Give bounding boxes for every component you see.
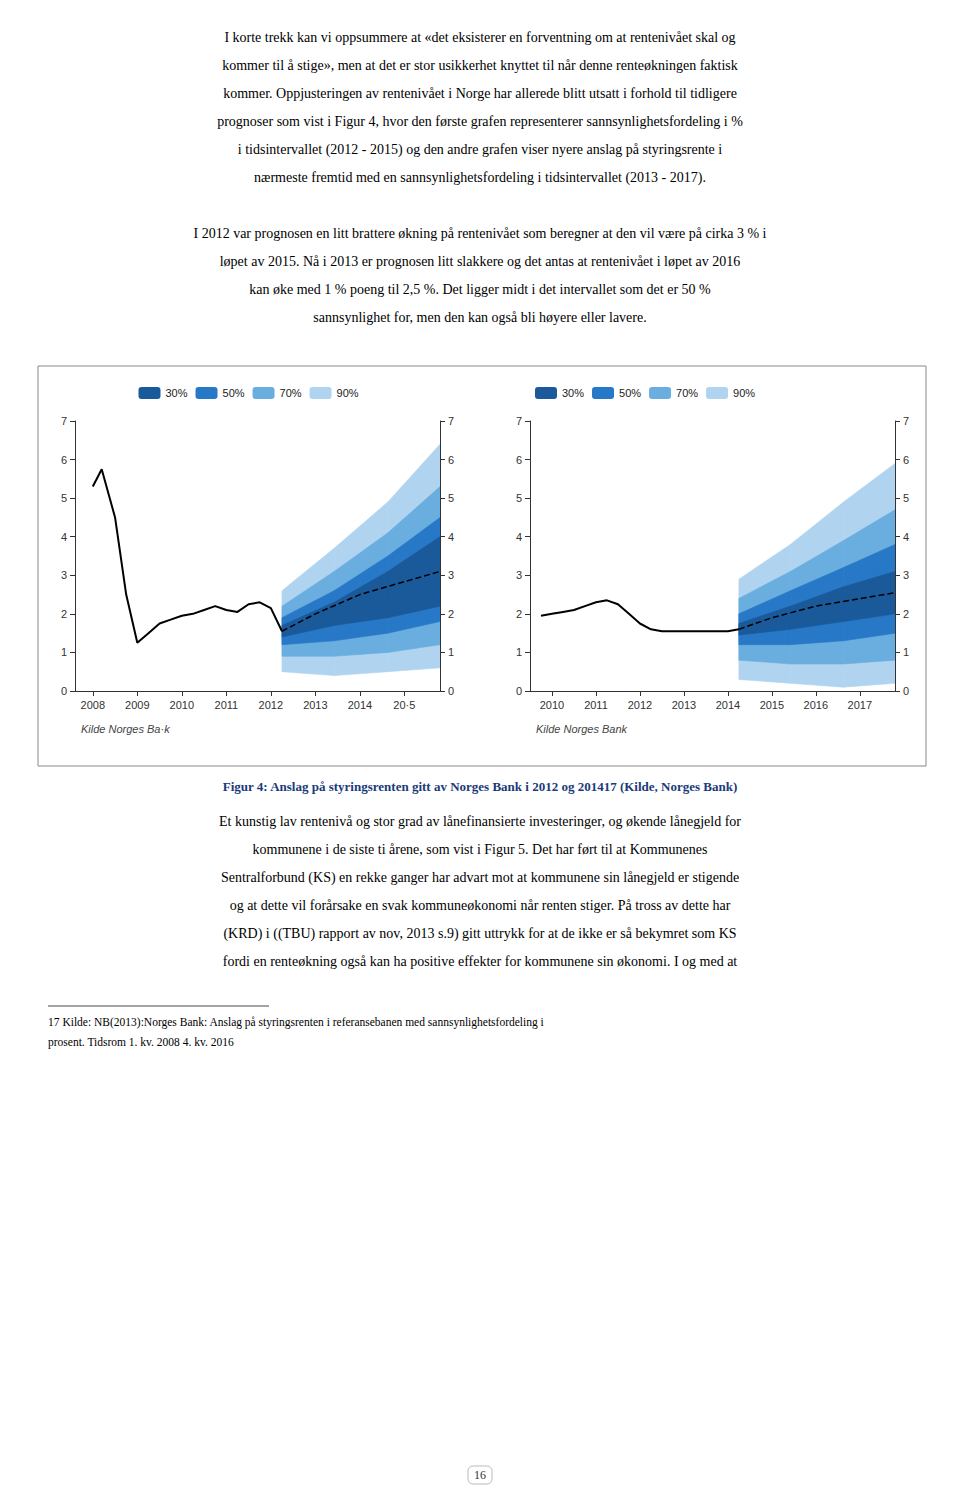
svg-text:4: 4 <box>61 531 67 543</box>
svg-text:2016: 2016 <box>804 699 828 711</box>
svg-text:2015: 2015 <box>760 699 784 711</box>
svg-text:6: 6 <box>448 454 454 466</box>
svg-text:0: 0 <box>61 685 67 697</box>
svg-text:4: 4 <box>516 531 522 543</box>
svg-text:2011: 2011 <box>215 699 239 711</box>
svg-text:nærmeste fremtid med en sannsy: nærmeste fremtid med en sannsynlighetsfo… <box>254 170 706 186</box>
svg-text:2014: 2014 <box>716 699 740 711</box>
svg-text:kommunene i de siste ti årene,: kommunene i de siste ti årene, som vist … <box>253 842 708 857</box>
svg-text:6: 6 <box>61 454 67 466</box>
svg-text:50%: 50% <box>619 387 641 399</box>
svg-text:Kilde Norges Ba·k: Kilde Norges Ba·k <box>81 723 170 735</box>
svg-text:2009: 2009 <box>125 699 149 711</box>
svg-text:30%: 30% <box>562 387 584 399</box>
svg-text:2010: 2010 <box>170 699 194 711</box>
svg-text:50%: 50% <box>223 387 245 399</box>
svg-text:I korte trekk kan vi oppsummer: I korte trekk kan vi oppsummere at «det … <box>224 30 735 45</box>
svg-text:7: 7 <box>448 415 454 427</box>
svg-text:kommer. Oppjusteringen av rent: kommer. Oppjusteringen av rentenivået i … <box>223 86 737 101</box>
svg-text:1: 1 <box>516 646 522 658</box>
svg-text:90%: 90% <box>337 387 359 399</box>
svg-text:2013: 2013 <box>672 699 696 711</box>
svg-text:4: 4 <box>448 531 454 543</box>
svg-text:1: 1 <box>61 646 67 658</box>
svg-text:2: 2 <box>448 608 454 620</box>
svg-text:5: 5 <box>903 492 909 504</box>
svg-text:Figur 4: Anslag på styringsren: Figur 4: Anslag på styringsrenten gitt a… <box>223 779 737 794</box>
svg-text:4: 4 <box>903 531 909 543</box>
svg-text:0: 0 <box>516 685 522 697</box>
svg-text:2: 2 <box>516 608 522 620</box>
svg-text:3: 3 <box>448 569 454 581</box>
svg-text:70%: 70% <box>280 387 302 399</box>
svg-text:2: 2 <box>903 608 909 620</box>
svg-text:2: 2 <box>61 608 67 620</box>
svg-text:70%: 70% <box>676 387 698 399</box>
svg-text:prosent. Tidsrom 1. kv. 2008 4: prosent. Tidsrom 1. kv. 2008 4. kv. 2016 <box>48 1036 234 1049</box>
svg-text:Et kunstig lav rentenivå og st: Et kunstig lav rentenivå og stor grad av… <box>219 814 741 829</box>
svg-text:5: 5 <box>516 492 522 504</box>
svg-text:2011: 2011 <box>584 699 608 711</box>
svg-text:5: 5 <box>61 492 67 504</box>
svg-text:fordi en renteøkning også kan: fordi en renteøkning også kan ha positiv… <box>223 954 738 969</box>
svg-text:5: 5 <box>448 492 454 504</box>
svg-text:sannsynlighet for, men den kan: sannsynlighet for, men den kan også bli … <box>313 310 646 325</box>
svg-text:løpet av 2015. Nå i 2013 er pr: løpet av 2015. Nå i 2013 er prognosen li… <box>220 254 741 269</box>
svg-text:3: 3 <box>903 569 909 581</box>
svg-text:i tidsintervallet (2012 - 2015: i tidsintervallet (2012 - 2015) og den a… <box>238 142 723 158</box>
svg-text:1: 1 <box>903 646 909 658</box>
svg-text:2017: 2017 <box>848 699 872 711</box>
svg-text:2008: 2008 <box>81 699 105 711</box>
svg-text:6: 6 <box>516 454 522 466</box>
svg-text:7: 7 <box>516 415 522 427</box>
svg-text:17 Kilde: NB(2013):Norges Bank: 17 Kilde: NB(2013):Norges Bank: Anslag p… <box>48 1016 544 1029</box>
svg-text:prognoser som vist i Figur 4,: prognoser som vist i Figur 4, hvor den f… <box>217 114 743 129</box>
svg-text:3: 3 <box>516 569 522 581</box>
svg-text:I 2012 var prognosen en litt b: I 2012 var prognosen en litt brattere øk… <box>193 226 766 241</box>
svg-text:Sentralforbund (KS) en rekke g: Sentralforbund (KS) en rekke ganger har … <box>221 870 739 886</box>
svg-text:kommer til å stige», men at de: kommer til å stige», men at det er stor … <box>222 58 738 73</box>
svg-text:6: 6 <box>903 454 909 466</box>
svg-text:og at dette vil forårsake en s: og at dette vil forårsake en svak kommun… <box>230 898 731 913</box>
svg-text:0: 0 <box>903 685 909 697</box>
svg-text:1: 1 <box>448 646 454 658</box>
svg-text:Kilde Norges Bank: Kilde Norges Bank <box>536 723 628 735</box>
svg-text:16: 16 <box>474 1468 486 1482</box>
svg-text:2010: 2010 <box>540 699 564 711</box>
svg-text:2013: 2013 <box>303 699 327 711</box>
svg-text:2014: 2014 <box>348 699 372 711</box>
svg-text:7: 7 <box>61 415 67 427</box>
svg-text:90%: 90% <box>733 387 755 399</box>
svg-text:2012: 2012 <box>259 699 283 711</box>
svg-text:7: 7 <box>903 415 909 427</box>
svg-text:30%: 30% <box>166 387 188 399</box>
svg-text:(KRD) i ((TBU) rapport av nov,: (KRD) i ((TBU) rapport av nov, 2013 s.9)… <box>223 926 736 942</box>
svg-text:0: 0 <box>448 685 454 697</box>
svg-text:kan øke med 1 % poeng til 2,5: kan øke med 1 % poeng til 2,5 %. Det lig… <box>249 282 711 297</box>
svg-text:20·5: 20·5 <box>393 699 415 711</box>
svg-text:3: 3 <box>61 569 67 581</box>
svg-text:2012: 2012 <box>628 699 652 711</box>
